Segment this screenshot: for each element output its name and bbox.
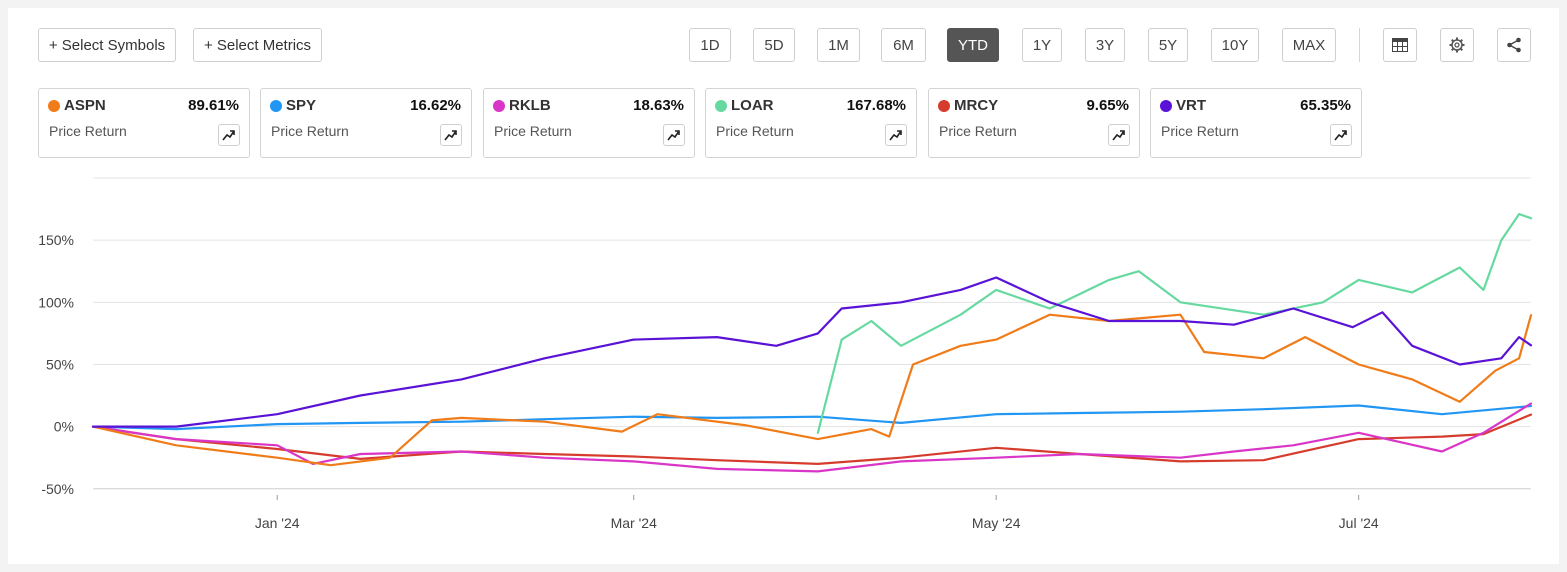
series-line-loar [816,213,1533,434]
y-tick-label: -50% [41,481,74,497]
symbol-card-loar[interactable]: LOAR 167.68% Price Return [705,88,917,158]
series-line-aspn [91,313,1533,467]
range-button-3y[interactable]: 3Y [1085,28,1125,62]
range-button-ytd[interactable]: YTD [947,28,999,62]
return-value: 89.61% [188,97,239,114]
symbol-label: SPY [286,97,317,114]
range-button-max[interactable]: MAX [1282,28,1336,62]
metric-label: Price Return [494,123,572,139]
series-color-dot [270,100,282,112]
range-button-1y[interactable]: 1Y [1022,28,1062,62]
metric-label: Price Return [271,123,349,139]
x-tick-label: Mar '24 [611,515,657,531]
series-color-dot [48,100,60,112]
range-button-5d[interactable]: 5D [753,28,795,62]
series-line-rklb [91,402,1533,473]
metric-label: Price Return [49,123,127,139]
return-value: 16.62% [410,97,461,114]
x-tick-label: May '24 [972,515,1021,531]
y-tick-label: 100% [38,294,74,310]
trend-icon[interactable] [218,124,240,146]
metric-label: Price Return [939,123,1017,139]
symbol-card-mrcy[interactable]: MRCY 9.65% Price Return [928,88,1140,158]
select-symbols-button[interactable]: + Select Symbols [38,28,176,62]
y-tick-label: 50% [46,356,74,372]
trend-icon[interactable] [440,124,462,146]
range-button-1d[interactable]: 1D [689,28,731,62]
return-value: 9.65% [1086,97,1129,114]
x-tick-label: Jul '24 [1339,515,1379,531]
trend-icon[interactable] [1330,124,1352,146]
share-icon[interactable] [1497,28,1531,62]
symbol-card-spy[interactable]: SPY 16.62% Price Return [260,88,472,158]
range-button-5y[interactable]: 5Y [1148,28,1188,62]
symbol-label: LOAR [731,97,774,114]
range-button-10y[interactable]: 10Y [1211,28,1259,62]
symbol-label: MRCY [954,97,999,114]
return-value: 18.63% [633,97,684,114]
symbol-label: RKLB [509,97,551,114]
select-metrics-button[interactable]: + Select Metrics [193,28,322,62]
y-tick-label: 150% [38,232,74,248]
symbol-label: VRT [1176,97,1206,114]
metric-label: Price Return [716,123,794,139]
metric-label: Price Return [1161,123,1239,139]
symbol-label: ASPN [64,97,106,114]
symbol-card-rklb[interactable]: RKLB 18.63% Price Return [483,88,695,158]
series-line-spy [91,404,1533,431]
series-color-dot [1160,100,1172,112]
trend-icon[interactable] [885,124,907,146]
range-button-6m[interactable]: 6M [881,28,926,62]
series-color-dot [493,100,505,112]
symbol-card-vrt[interactable]: VRT 65.35% Price Return [1150,88,1362,158]
range-button-1m[interactable]: 1M [817,28,860,62]
series-color-dot [938,100,950,112]
series-line-vrt [91,276,1533,428]
table-icon[interactable] [1383,28,1417,62]
return-value: 65.35% [1300,97,1351,114]
series-color-dot [715,100,727,112]
y-tick-label: 0% [54,419,74,435]
symbol-card-aspn[interactable]: ASPN 89.61% Price Return [38,88,250,158]
x-tick-label: Jan '24 [255,515,300,531]
toolbar-divider [1359,28,1360,62]
gear-icon[interactable] [1440,28,1474,62]
trend-icon[interactable] [663,124,685,146]
series-line-mrcy [91,413,1533,465]
return-value: 167.68% [846,97,906,114]
trend-icon[interactable] [1108,124,1130,146]
